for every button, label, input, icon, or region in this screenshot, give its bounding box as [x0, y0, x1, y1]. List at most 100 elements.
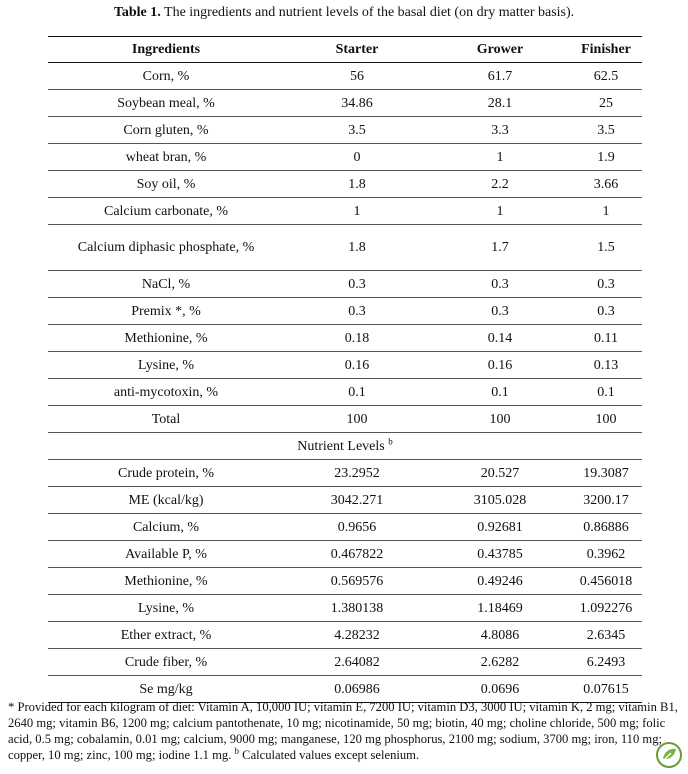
table-cell: Corn, % [48, 62, 284, 90]
table-cell: 0.13 [570, 351, 642, 379]
table-cell: 0.86886 [570, 513, 642, 541]
table-cell: 1 [570, 197, 642, 225]
table-cell: 0.14 [430, 324, 570, 352]
table-cell: 28.1 [430, 89, 570, 117]
table-cell: 1.380138 [284, 594, 430, 622]
table-row: Total 100 100 100 [48, 405, 642, 433]
table-cell: 0.92681 [430, 513, 570, 541]
table-row: Lysine, % 0.16 0.16 0.13 [48, 351, 642, 379]
table-row: NaCl, % 0.3 0.3 0.3 [48, 270, 642, 298]
table-row: Crude protein, % 23.2952 20.527 19.3087 [48, 459, 642, 487]
section-sup: b [388, 435, 393, 446]
table-cell: Soy oil, % [48, 170, 284, 198]
table-cell: 0.1 [430, 378, 570, 406]
table-row: anti-mycotoxin, % 0.1 0.1 0.1 [48, 378, 642, 406]
table-cell: 0.16 [284, 351, 430, 379]
table-cell: 0.43785 [430, 540, 570, 568]
table-cell: 3.3 [430, 116, 570, 144]
table-cell: 0.3 [570, 270, 642, 298]
header-cell: Finisher [570, 36, 642, 63]
footnote-text-2: Calculated values except selenium. [242, 748, 420, 762]
table-cell: 3.5 [284, 116, 430, 144]
table-cell: Available P, % [48, 540, 284, 568]
table-row: Methionine, % 0.569576 0.49246 0.456018 [48, 567, 642, 595]
table-cell: 0.3 [284, 297, 430, 325]
table-row: Calcium, % 0.9656 0.92681 0.86886 [48, 513, 642, 541]
table-cell: 1 [430, 197, 570, 225]
table-cell: 0.18 [284, 324, 430, 352]
table-cell: Ether extract, % [48, 621, 284, 649]
section-label: Nutrient Levels [297, 438, 385, 454]
table-row: Lysine, % 1.380138 1.18469 1.092276 [48, 594, 642, 622]
table-cell: 0.11 [570, 324, 642, 352]
table-cell: 1.8 [284, 224, 430, 271]
table-cell: 4.8086 [430, 621, 570, 649]
table-cell: Lysine, % [48, 351, 284, 379]
table-row: Corn, % 56 61.7 62.5 [48, 62, 642, 90]
header-cell: Ingredients [48, 36, 284, 63]
table-cell: 34.86 [284, 89, 430, 117]
table-cell: 100 [430, 405, 570, 433]
table-cell: 3.5 [570, 116, 642, 144]
table-cell: 25 [570, 89, 642, 117]
table-cell: 0.9656 [284, 513, 430, 541]
table-cell: 2.64082 [284, 648, 430, 676]
table-cell: Crude fiber, % [48, 648, 284, 676]
table-cell: 0.3 [284, 270, 430, 298]
footnote: * Provided for each kilogram of diet: Vi… [8, 699, 684, 769]
table-cell: 3042.271 [284, 486, 430, 514]
table-cell: 1.18469 [430, 594, 570, 622]
caption-label: Table 1. [113, 5, 161, 20]
table-cell: 0.3962 [570, 540, 642, 568]
table-cell: Methionine, % [48, 567, 284, 595]
table-cell: Soybean meal, % [48, 89, 284, 117]
table-cell: Se mg/kg [48, 675, 284, 703]
caption-text: The ingredients and nutrient levels of t… [164, 5, 575, 20]
section-cell: Nutrient Levels b [48, 432, 642, 460]
table-cell: 1.7 [430, 224, 570, 271]
table-cell: 100 [284, 405, 430, 433]
table-cell: 23.2952 [284, 459, 430, 487]
table-row: Se mg/kg 0.06986 0.0696 0.07615 [48, 675, 642, 703]
table-cell: 0.16 [430, 351, 570, 379]
table-cell: 2.6345 [570, 621, 642, 649]
table-row: Available P, % 0.467822 0.43785 0.3962 [48, 540, 642, 568]
header-cell: Starter [284, 36, 430, 63]
table-cell: 0.3 [430, 297, 570, 325]
table-cell: 1 [284, 197, 430, 225]
table-cell: 0.07615 [570, 675, 642, 703]
nutrient-table: Ingredients Starter Grower Finisher Corn, %… [48, 36, 642, 703]
table-cell: Methionine, % [48, 324, 284, 352]
table-cell: 0.0696 [430, 675, 570, 703]
table-row: Premix *, % 0.3 0.3 0.3 [48, 297, 642, 325]
table-row: Corn gluten, % 3.5 3.3 3.5 [48, 116, 642, 144]
table-cell: 0.467822 [284, 540, 430, 568]
table-cell: 0.49246 [430, 567, 570, 595]
table-cell: Total [48, 405, 284, 433]
table-cell: 1.9 [570, 143, 642, 171]
table-row: Soybean meal, % 34.86 28.1 25 [48, 89, 642, 117]
table-cell: 0.3 [430, 270, 570, 298]
table-row: ME (kcal/kg) 3042.271 3105.028 3200.17 [48, 486, 642, 514]
table-row: Soy oil, % 1.8 2.2 3.66 [48, 170, 642, 198]
table-cell: 100 [570, 405, 642, 433]
table-cell: 3200.17 [570, 486, 642, 514]
table-cell: 3.66 [570, 170, 642, 198]
table-cell: Premix *, % [48, 297, 284, 325]
table-cell: Calcium, % [48, 513, 284, 541]
table-cell: Lysine, % [48, 594, 284, 622]
table-row: Crude fiber, % 2.64082 2.6282 6.2493 [48, 648, 642, 676]
table-cell: anti-mycotoxin, % [48, 378, 284, 406]
table-cell: 1.092276 [570, 594, 642, 622]
table-row: Methionine, % 0.18 0.14 0.11 [48, 324, 642, 352]
badge-icon[interactable] [656, 742, 682, 768]
table-cell: 0.06986 [284, 675, 430, 703]
table-cell: wheat bran, % [48, 143, 284, 171]
table-cell: 3105.028 [430, 486, 570, 514]
table-cell: 0.456018 [570, 567, 642, 595]
header-row: Ingredients Starter Grower Finisher [48, 36, 642, 63]
table-cell: 0.569576 [284, 567, 430, 595]
section-row: Nutrient Levels b [48, 432, 642, 460]
table-row: Calcium carbonate, % 1 1 1 [48, 197, 642, 225]
